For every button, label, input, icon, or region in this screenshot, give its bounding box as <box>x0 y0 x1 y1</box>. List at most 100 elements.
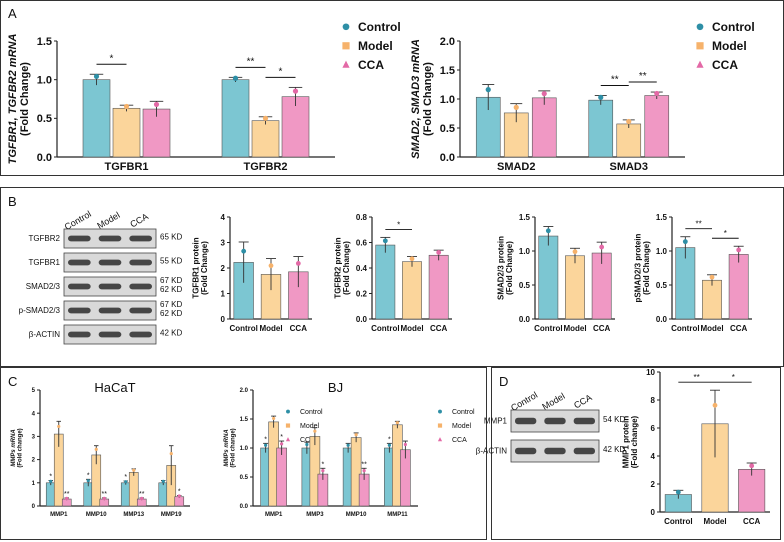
y-tick-label: 10 <box>646 368 655 377</box>
category-label: CCA <box>743 517 761 526</box>
legend-label-model: Model <box>300 423 320 430</box>
bar-control <box>375 244 396 320</box>
data-point <box>177 494 181 498</box>
y-tick-label: 2 <box>221 264 226 273</box>
lane-label: CCA <box>128 211 149 229</box>
blot-band <box>98 331 122 338</box>
y-axis-label-unit: (Fold Change) <box>642 241 651 295</box>
blot-band <box>129 235 152 242</box>
blot-band <box>68 283 91 290</box>
data-point <box>153 101 160 108</box>
blot-kd-label: 42 KD <box>603 445 625 454</box>
bar-cca <box>531 97 557 158</box>
category-label: Model <box>700 324 723 333</box>
chart-c2: 0.0 0.5 1.0 1.5 2.0 MMPs mRNA (Fold change) BJ M… <box>224 380 475 518</box>
blot-panel-b: Control Model CCA TGFBR2 65 KD TGFBR1 55 KD SMA… <box>19 209 182 345</box>
y-tick-label: 2.0 <box>440 36 455 48</box>
y-tick-label: 0.0 <box>440 152 455 164</box>
y-axis-label: SMAD2/3 protein <box>496 236 505 300</box>
data-point <box>241 248 247 254</box>
data-point <box>572 249 578 255</box>
bar-cca <box>644 95 670 158</box>
y-axis-label: TGFBR1, TGFBR2 mRNA <box>7 34 19 165</box>
blot-band <box>98 259 122 266</box>
legend-marker-control <box>696 23 704 31</box>
significance-label: * <box>178 489 181 496</box>
y-tick-label: 4 <box>651 452 656 461</box>
legend-marker-control <box>342 23 350 31</box>
data-point <box>712 402 718 408</box>
significance-label: * <box>397 220 400 229</box>
y-tick-label: 1.0 <box>37 75 52 87</box>
lane-label: Model <box>95 210 121 231</box>
y-axis-label: MMP1 protein <box>621 416 630 469</box>
blot-band <box>129 331 152 338</box>
bar-model <box>565 255 585 320</box>
legend-marker-model <box>696 42 704 50</box>
data-point <box>382 238 388 244</box>
bar-control <box>82 79 111 158</box>
data-point <box>123 103 130 110</box>
category-label: SMAD2 <box>497 161 536 173</box>
significance-label: * <box>279 66 283 77</box>
bar-model <box>128 472 139 507</box>
category-label: MMP11 <box>387 512 408 518</box>
y-tick-label: 0.0 <box>37 152 52 164</box>
category-label: MMP1 <box>50 512 68 518</box>
bar-control <box>120 482 131 507</box>
data-point <box>140 496 144 500</box>
category-label: Control <box>229 324 257 333</box>
significance-label: * <box>110 53 114 64</box>
blot-kd-label: 42 KD <box>160 328 182 337</box>
data-point <box>313 429 317 433</box>
y-tick-label: 0.4 <box>356 264 368 273</box>
data-point <box>346 443 350 447</box>
legend-label-control: Control <box>712 20 755 34</box>
y-axis-label-unit: (Fold Change) <box>505 241 514 295</box>
panel-label-c: C <box>8 374 17 389</box>
blot-row-label: MMP1 <box>484 417 508 426</box>
panel-label-b: B <box>8 194 17 209</box>
blot-band <box>68 235 91 242</box>
category-label: MMP19 <box>161 512 182 518</box>
category-label: TGFBR2 <box>244 161 288 173</box>
data-point <box>736 247 742 253</box>
data-point <box>395 421 399 425</box>
y-axis-label-unit: (Fold Change) <box>200 241 209 295</box>
data-point <box>436 250 442 255</box>
blot-kd-label: 55 KD <box>160 256 182 265</box>
data-point <box>295 261 301 266</box>
y-tick-label: 0.5 <box>440 123 455 135</box>
data-point <box>161 479 165 484</box>
category-label: CCA <box>730 324 748 333</box>
bar-control <box>538 235 559 320</box>
data-point <box>626 118 632 125</box>
significance-label: ** <box>64 491 70 498</box>
data-point <box>409 256 415 262</box>
data-point <box>268 263 274 269</box>
blot-row-label: p-SMAD2/3 <box>19 306 61 315</box>
category-label: CCA <box>593 324 611 333</box>
significance-label: * <box>724 229 727 238</box>
data-point <box>49 479 53 484</box>
bar-cca <box>428 254 449 320</box>
category-label: Model <box>400 324 423 333</box>
data-point <box>292 88 299 94</box>
data-point <box>387 443 391 447</box>
y-tick-label: 5 <box>32 388 36 394</box>
bar-cca <box>276 447 287 507</box>
data-point <box>272 416 276 421</box>
category-label: Model <box>563 324 586 333</box>
bar-cca <box>142 108 171 158</box>
category-label: Model <box>259 324 282 333</box>
data-point <box>232 75 239 81</box>
bar-control <box>221 79 250 158</box>
blot-band <box>68 259 91 266</box>
blot-band <box>129 283 152 290</box>
blot-band <box>573 447 595 455</box>
chart-title: BJ <box>328 380 343 395</box>
blot-band <box>98 235 122 242</box>
y-axis-label-unit: (Fold change) <box>230 428 236 467</box>
y-tick-label: 8 <box>651 396 656 405</box>
blot-band <box>68 307 91 314</box>
